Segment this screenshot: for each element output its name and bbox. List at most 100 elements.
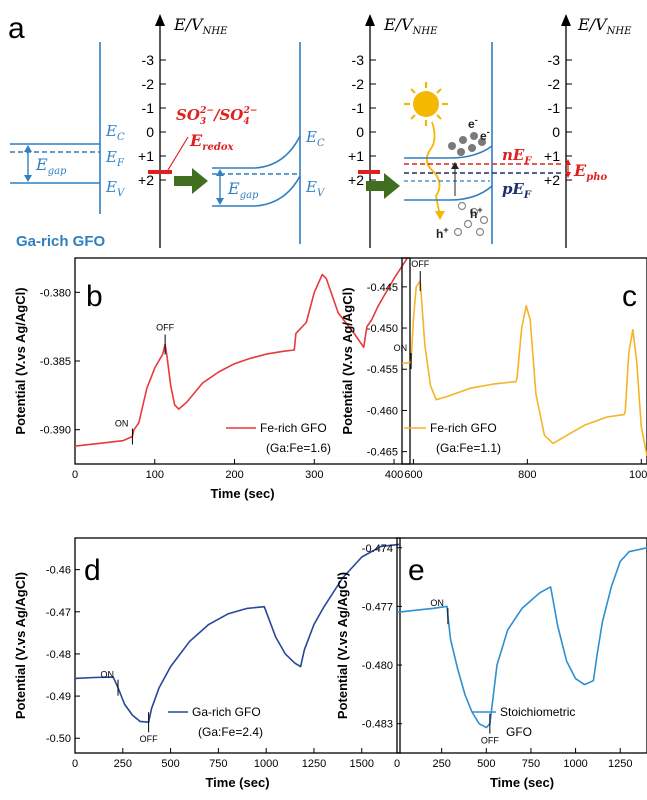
chart-panel-d: 0 250 500 750 1000 1250 1500 -0.50 -0.49 -0.48 -0.… <box>13 537 401 790</box>
hole-label: h+ <box>470 205 483 221</box>
redox-pointer <box>167 136 189 171</box>
on-label: ON <box>115 419 129 429</box>
x-tick-label: 1000 <box>563 758 587 770</box>
plot-frame <box>396 537 647 754</box>
schematic-tick-label: -1 <box>142 100 155 116</box>
schematic-tick-label: +1 <box>138 148 154 164</box>
electron-label-2: e- <box>480 127 490 143</box>
on-label: ON <box>101 670 115 680</box>
hole-label-2: h+ <box>436 225 449 241</box>
label-egap-1: Egap <box>35 155 67 177</box>
axis-title-2: E/VNHE <box>383 15 438 37</box>
conduction-band-bent <box>212 135 301 169</box>
x-tick-label: 600 <box>404 469 422 481</box>
redox-level-marker <box>148 170 172 174</box>
x-tick-label: 500 <box>477 758 495 770</box>
y-tick-label: -0.48 <box>46 649 71 661</box>
off-label: OFF <box>156 323 174 333</box>
y-axis-label: Potential (V.vs Ag/AgCl) <box>13 287 28 434</box>
y-tick-label: -0.474 <box>362 543 393 555</box>
x-tick-label: 500 <box>161 758 179 770</box>
e-redox-label: Eredox <box>189 131 234 153</box>
schematic-tick-label: -1 <box>548 100 561 116</box>
label-nef: nEF <box>502 146 532 167</box>
y-tick-label: -0.49 <box>46 691 71 703</box>
schematic-tick-label: -3 <box>352 52 365 68</box>
y-axis-label: Potential (V.vs Ag/AgCl) <box>13 572 28 719</box>
y-tick-label: -0.477 <box>362 601 393 613</box>
chart-panel-b: 0 100 200 300 400 -0.390 -0.385 -0.380 Time (sec… <box>13 257 411 501</box>
electron-cluster-icon <box>448 132 486 156</box>
series-line <box>75 543 400 724</box>
redox-couple: SO32−/SO42− Eredox <box>148 106 380 174</box>
axis-title-3: E/VNHE <box>577 15 632 37</box>
energy-axis-2: E/VNHE <box>365 14 438 248</box>
y-tick-label: -0.465 <box>367 447 398 459</box>
y-tick-label: -0.46 <box>46 565 71 577</box>
band-diagram-ga-rich: Egap EC EF EV Ga-rich GFO <box>10 42 126 250</box>
schematic-tick-label: -3 <box>548 52 561 68</box>
epho-arrow-up-icon <box>565 159 571 165</box>
panel-letter: c <box>622 280 637 313</box>
label-epho: Epho <box>573 161 607 183</box>
schematic-tick-label: -2 <box>548 76 561 92</box>
schematic-ticks: -3 -2 -1 0 +1 +2 -3 -2 -1 0 +1 +2 -3 -2 -1 0 +1 +2 <box>138 52 572 188</box>
schematic-panel-a: a E/VNHE E/VNHE E/VNHE -3 -2 -1 0 +1 +2 -3 -2 -1… <box>8 12 632 250</box>
off-label: OFF <box>140 734 158 744</box>
label-ef-1: EF <box>105 148 125 169</box>
valence-band-3 <box>404 185 493 201</box>
schematic-tick-label: -2 <box>142 76 155 92</box>
chart-panel-c: 600 800 1000 -0.465 -0.460 -0.455 -0.450 -0.445… <box>340 257 647 481</box>
panel-letter-a: a <box>8 12 25 45</box>
schematic-tick-label: 0 <box>356 124 364 140</box>
schematic-tick-label: -1 <box>352 100 365 116</box>
sun-icon <box>404 82 448 126</box>
y-tick-label: -0.483 <box>362 719 393 731</box>
conduction-band-3 <box>404 145 493 159</box>
excitation-arrow-icon <box>451 162 459 169</box>
schematic-tick-label: 0 <box>146 124 154 140</box>
y-axis-label: Potential (V.vs Ag/AgCl) <box>340 287 355 434</box>
label-ec-2: EC <box>305 128 325 149</box>
axis-arrowhead-icon <box>365 14 375 26</box>
series-line <box>397 547 647 729</box>
x-tick-label: 750 <box>209 758 227 770</box>
off-label: OFF <box>481 736 499 746</box>
axis-arrowhead-icon <box>155 14 165 26</box>
valence-band-bent <box>212 175 301 207</box>
gap-arrow-up-icon <box>24 145 32 152</box>
legend-sublabel: (Ga:Fe=2.4) <box>198 725 263 739</box>
epho-arrow-down-icon <box>565 172 571 178</box>
hole-cluster-icon <box>453 201 489 237</box>
y-tick-label: -0.445 <box>367 282 398 294</box>
label-ev-2: EV <box>305 178 326 199</box>
schematic-tick-label: 0 <box>552 124 560 140</box>
gap-arrow-down-icon <box>216 198 224 205</box>
y-tick-label: -0.385 <box>40 356 71 368</box>
label-ev-1: EV <box>105 178 126 199</box>
band-diagram-illuminated: e- e- h+ h+ nEF pEF Epho <box>404 42 607 244</box>
x-axis-label: Time (sec) <box>210 486 274 501</box>
y-tick-label: -0.50 <box>46 733 71 745</box>
y-tick-label: -0.450 <box>367 323 398 335</box>
electron-label: e- <box>468 115 478 131</box>
x-tick-label: 100 <box>146 469 164 481</box>
x-tick-label: 800 <box>518 469 536 481</box>
green-arrow-right-icon <box>366 173 400 199</box>
y-tick-label: -0.460 <box>367 405 398 417</box>
x-axis-label: Time (sec) <box>490 775 554 790</box>
schematic-tick-label: +1 <box>544 148 560 164</box>
gap-arrow-down-icon <box>24 175 32 182</box>
y-axis-label: Potential (V.vs Ag/AgCl) <box>335 572 350 719</box>
x-tick-label: 300 <box>305 469 323 481</box>
legend-sublabel: GFO <box>506 725 532 739</box>
x-tick-label: 0 <box>72 469 78 481</box>
schematic-tick-label: -2 <box>352 76 365 92</box>
gap-arrow-up-icon <box>216 169 224 176</box>
panel-letter: b <box>86 280 103 313</box>
on-label: ON <box>430 598 444 608</box>
y-tick-label: -0.380 <box>40 287 71 299</box>
legend-sublabel: (Ga:Fe=1.6) <box>266 441 331 455</box>
legend-label: Stoichiometric <box>500 705 575 719</box>
